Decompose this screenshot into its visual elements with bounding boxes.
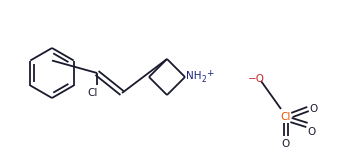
Text: O: O (282, 139, 290, 149)
Text: −O: −O (248, 74, 265, 84)
Text: O: O (310, 104, 318, 114)
Text: NH: NH (186, 71, 201, 81)
Text: Cl: Cl (88, 88, 98, 98)
Text: Cl: Cl (281, 112, 291, 122)
Text: 2: 2 (201, 75, 206, 84)
Text: O: O (307, 127, 315, 137)
Text: +: + (206, 69, 213, 78)
